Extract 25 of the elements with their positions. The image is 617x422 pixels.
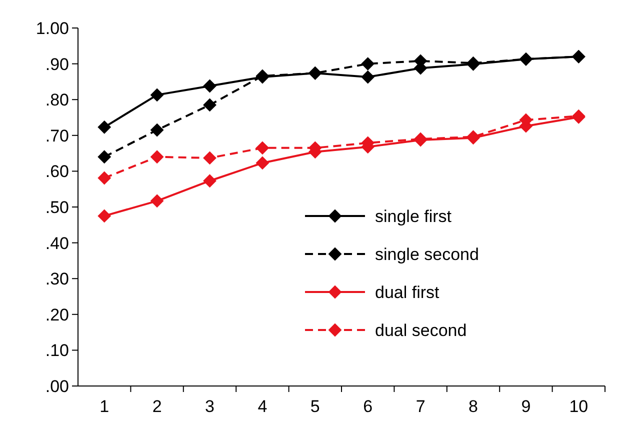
y-tick-label: .30 bbox=[45, 270, 69, 289]
legend-label: single second bbox=[375, 244, 479, 264]
y-tick-label: .60 bbox=[45, 162, 69, 182]
x-tick-label: 9 bbox=[521, 397, 531, 416]
x-tick-label: 7 bbox=[416, 397, 426, 416]
y-tick-label: 1.00 bbox=[36, 18, 69, 38]
y-tick-label: .70 bbox=[45, 126, 69, 146]
y-tick-label: .90 bbox=[45, 54, 69, 74]
x-tick-label: 5 bbox=[310, 397, 320, 416]
y-tick-label: .00 bbox=[45, 376, 69, 396]
legend-label: dual first bbox=[375, 282, 440, 302]
y-tick-label: .10 bbox=[45, 341, 69, 360]
x-tick-label: 10 bbox=[569, 397, 588, 416]
x-tick-label: 3 bbox=[205, 397, 214, 416]
x-tick-label: 1 bbox=[100, 397, 110, 416]
x-tick-label: 6 bbox=[363, 397, 373, 416]
y-tick-label: .80 bbox=[45, 90, 69, 110]
x-tick-label: 4 bbox=[258, 397, 268, 416]
legend-label: dual second bbox=[375, 320, 467, 340]
x-tick-label: 2 bbox=[152, 397, 162, 416]
x-tick-label: 8 bbox=[468, 397, 478, 416]
legend-label: single first bbox=[375, 206, 452, 226]
y-tick-label: .50 bbox=[45, 198, 69, 217]
y-tick-label: .20 bbox=[45, 305, 69, 324]
y-tick-label: .40 bbox=[45, 234, 69, 253]
